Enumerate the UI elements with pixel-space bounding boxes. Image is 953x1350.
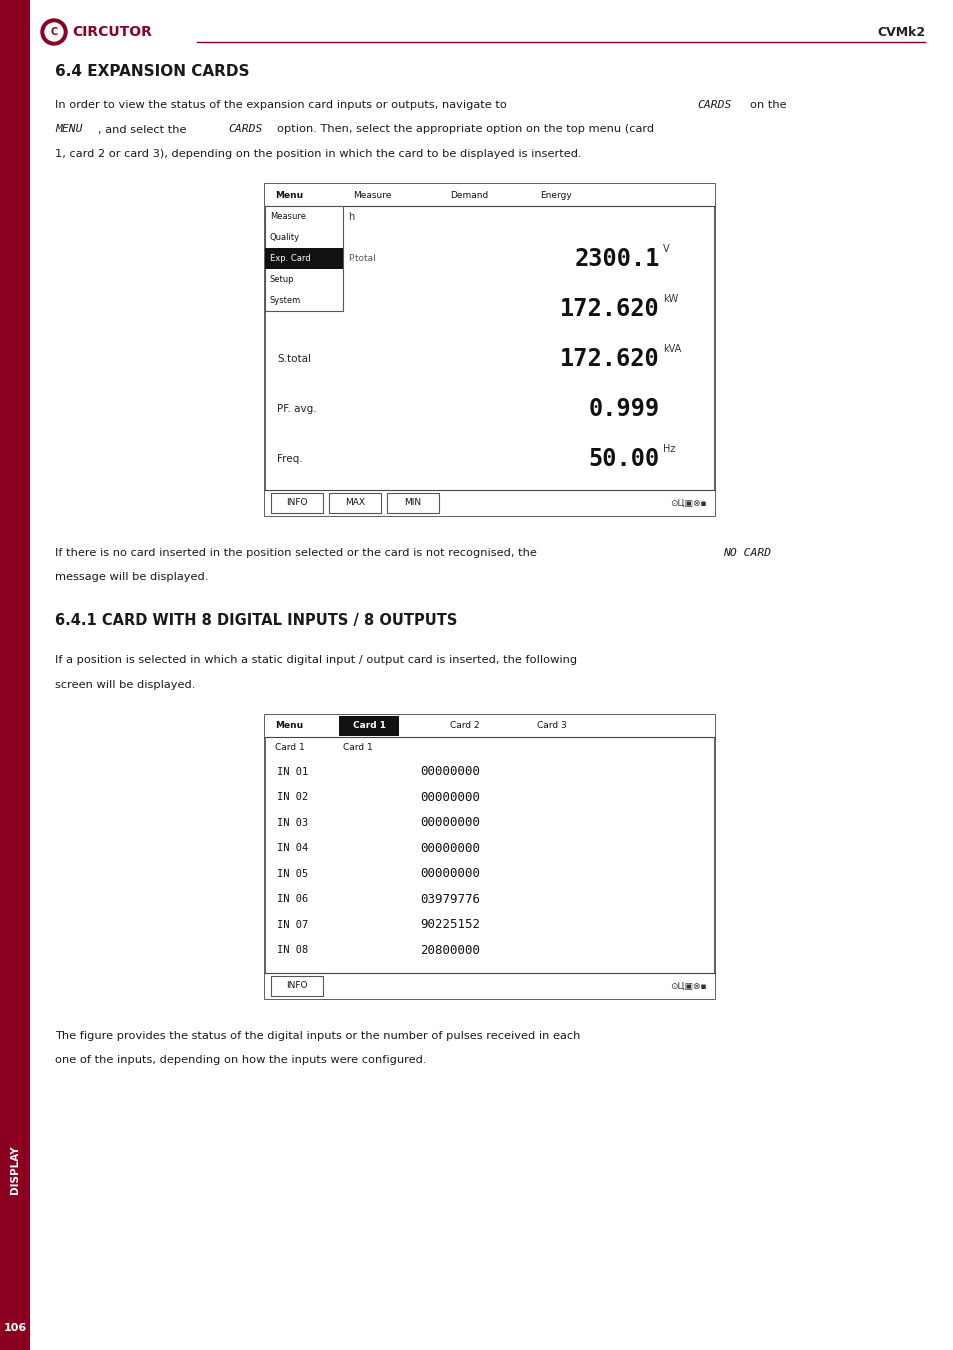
Text: Measure: Measure bbox=[270, 212, 306, 221]
Text: Hz: Hz bbox=[662, 444, 675, 454]
Circle shape bbox=[45, 23, 63, 40]
Text: Quality: Quality bbox=[270, 234, 300, 242]
Text: Measure: Measure bbox=[353, 190, 391, 200]
Text: 0.999: 0.999 bbox=[588, 397, 659, 421]
Text: 50.00: 50.00 bbox=[588, 447, 659, 471]
Text: CARDS: CARDS bbox=[228, 124, 262, 135]
Text: CARDS: CARDS bbox=[697, 100, 731, 109]
Text: Card 1: Card 1 bbox=[343, 744, 373, 752]
Circle shape bbox=[41, 19, 67, 45]
Text: 20800000: 20800000 bbox=[419, 944, 479, 957]
Text: 90225152: 90225152 bbox=[419, 918, 479, 932]
Bar bbox=[0, 0, 30, 1350]
Text: In order to view the status of the expansion card inputs or outputs, navigate to: In order to view the status of the expan… bbox=[55, 100, 506, 109]
Text: 172.620: 172.620 bbox=[559, 347, 659, 371]
Text: , and select the: , and select the bbox=[98, 124, 186, 135]
Text: Demand: Demand bbox=[450, 190, 488, 200]
Text: DISPLAY: DISPLAY bbox=[10, 1146, 20, 1195]
Text: ⊙Ц▣⊗▪: ⊙Ц▣⊗▪ bbox=[670, 498, 706, 508]
Text: Freq.: Freq. bbox=[276, 454, 302, 464]
Bar bbox=[387, 493, 438, 513]
Bar bbox=[265, 184, 714, 516]
Text: 6.4.1 CARD WITH 8 DIGITAL INPUTS / 8 OUTPUTS: 6.4.1 CARD WITH 8 DIGITAL INPUTS / 8 OUT… bbox=[55, 613, 456, 628]
Text: MENU: MENU bbox=[55, 124, 82, 135]
Text: INFO: INFO bbox=[286, 981, 308, 991]
Bar bbox=[271, 976, 323, 996]
Text: option. Then, select the appropriate option on the top menu (card: option. Then, select the appropriate opt… bbox=[276, 124, 654, 135]
Text: 2300.1: 2300.1 bbox=[574, 247, 659, 271]
Text: Card 1: Card 1 bbox=[352, 721, 385, 730]
Text: Menu: Menu bbox=[274, 190, 303, 200]
Text: P.total: P.total bbox=[348, 254, 375, 263]
Text: V: V bbox=[662, 244, 669, 254]
Text: 00000000: 00000000 bbox=[419, 817, 479, 829]
Text: 00000000: 00000000 bbox=[419, 842, 479, 855]
Text: System: System bbox=[270, 296, 301, 305]
Text: 6.4 EXPANSION CARDS: 6.4 EXPANSION CARDS bbox=[55, 65, 250, 80]
Bar bbox=[265, 716, 714, 737]
Text: 00000000: 00000000 bbox=[419, 867, 479, 880]
Text: IN 01: IN 01 bbox=[276, 767, 308, 776]
Text: Setup: Setup bbox=[270, 275, 294, 284]
Bar bbox=[271, 493, 323, 513]
Text: IN 05: IN 05 bbox=[276, 869, 308, 879]
Text: The figure provides the status of the digital inputs or the number of pulses rec: The figure provides the status of the di… bbox=[55, 1031, 579, 1041]
Text: IN 06: IN 06 bbox=[276, 894, 308, 904]
Text: 00000000: 00000000 bbox=[419, 765, 479, 778]
Text: 1, card 2 or card 3), depending on the position in which the card to be displaye: 1, card 2 or card 3), depending on the p… bbox=[55, 148, 581, 159]
Text: PF. avg.: PF. avg. bbox=[276, 404, 316, 414]
Text: on the: on the bbox=[749, 100, 786, 109]
Text: NO CARD: NO CARD bbox=[722, 548, 770, 558]
Bar bbox=[265, 716, 714, 999]
Text: Menu: Menu bbox=[274, 721, 303, 730]
Text: 03979776: 03979776 bbox=[419, 892, 479, 906]
Text: 172.620: 172.620 bbox=[559, 297, 659, 321]
Text: IN 08: IN 08 bbox=[276, 945, 308, 956]
Text: h: h bbox=[348, 212, 354, 221]
Text: Energy: Energy bbox=[539, 190, 571, 200]
Text: 106: 106 bbox=[4, 1323, 27, 1332]
Text: Card 1: Card 1 bbox=[274, 744, 304, 752]
Text: IN 02: IN 02 bbox=[276, 792, 308, 802]
Bar bbox=[338, 716, 398, 736]
Text: Exp. Card: Exp. Card bbox=[270, 254, 311, 263]
Text: ⊙Ц▣⊗▪: ⊙Ц▣⊗▪ bbox=[670, 981, 706, 991]
Text: IN 03: IN 03 bbox=[276, 818, 308, 828]
Text: CIRCUTOR: CIRCUTOR bbox=[71, 26, 152, 39]
Bar bbox=[265, 973, 714, 999]
Bar bbox=[265, 248, 343, 269]
Text: 00000000: 00000000 bbox=[419, 791, 479, 803]
Text: kVA: kVA bbox=[662, 344, 680, 354]
Bar bbox=[265, 184, 714, 207]
Text: If a position is selected in which a static digital input / output card is inser: If a position is selected in which a sta… bbox=[55, 656, 577, 666]
Text: IN 04: IN 04 bbox=[276, 844, 308, 853]
Bar bbox=[265, 207, 343, 310]
Text: Card 3: Card 3 bbox=[537, 721, 566, 730]
Text: message will be displayed.: message will be displayed. bbox=[55, 572, 208, 582]
Text: IN 07: IN 07 bbox=[276, 919, 308, 930]
Text: MIN: MIN bbox=[404, 498, 421, 508]
Text: If there is no card inserted in the position selected or the card is not recogni: If there is no card inserted in the posi… bbox=[55, 548, 537, 558]
Bar bbox=[329, 493, 380, 513]
Text: S.total: S.total bbox=[276, 354, 311, 364]
Text: C: C bbox=[51, 27, 57, 36]
Text: one of the inputs, depending on how the inputs were configured.: one of the inputs, depending on how the … bbox=[55, 1056, 426, 1065]
Text: CVMk2: CVMk2 bbox=[876, 26, 924, 39]
Bar bbox=[265, 490, 714, 516]
Text: kW: kW bbox=[662, 294, 678, 304]
Text: MAX: MAX bbox=[345, 498, 365, 508]
Text: Card 2: Card 2 bbox=[450, 721, 479, 730]
Text: screen will be displayed.: screen will be displayed. bbox=[55, 680, 195, 690]
Text: P.total: P.total bbox=[276, 304, 309, 315]
Text: INFO: INFO bbox=[286, 498, 308, 508]
